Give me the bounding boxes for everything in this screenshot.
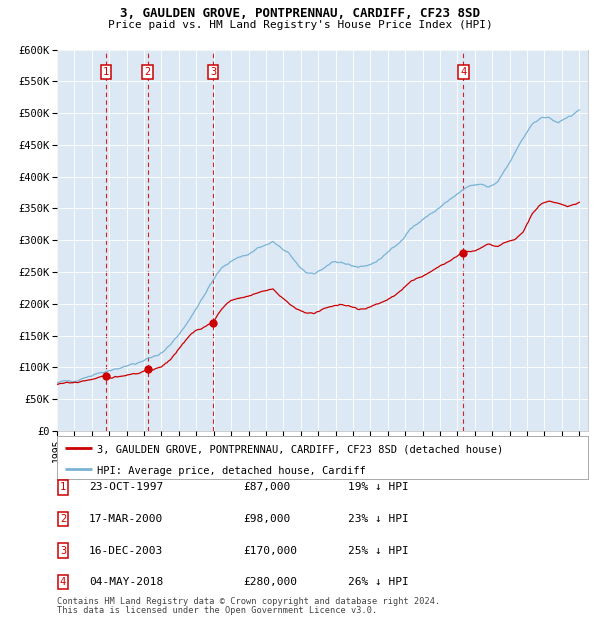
Text: HPI: Average price, detached house, Cardiff: HPI: Average price, detached house, Card… xyxy=(97,466,365,476)
Text: 4: 4 xyxy=(60,577,66,587)
Text: 3, GAULDEN GROVE, PONTPRENNAU, CARDIFF, CF23 8SD: 3, GAULDEN GROVE, PONTPRENNAU, CARDIFF, … xyxy=(120,7,480,20)
Text: This data is licensed under the Open Government Licence v3.0.: This data is licensed under the Open Gov… xyxy=(57,606,377,615)
Text: 2: 2 xyxy=(60,514,66,524)
Text: £170,000: £170,000 xyxy=(243,546,297,556)
Text: £87,000: £87,000 xyxy=(243,482,290,492)
Text: 3: 3 xyxy=(60,546,66,556)
Text: 16-DEC-2003: 16-DEC-2003 xyxy=(89,546,163,556)
Text: Price paid vs. HM Land Registry's House Price Index (HPI): Price paid vs. HM Land Registry's House … xyxy=(107,20,493,30)
Text: 3, GAULDEN GROVE, PONTPRENNAU, CARDIFF, CF23 8SD (detached house): 3, GAULDEN GROVE, PONTPRENNAU, CARDIFF, … xyxy=(97,444,503,454)
Text: 17-MAR-2000: 17-MAR-2000 xyxy=(89,514,163,524)
Text: £280,000: £280,000 xyxy=(243,577,297,587)
Text: 26% ↓ HPI: 26% ↓ HPI xyxy=(348,577,409,587)
Text: 04-MAY-2018: 04-MAY-2018 xyxy=(89,577,163,587)
Text: 19% ↓ HPI: 19% ↓ HPI xyxy=(348,482,409,492)
Text: 1: 1 xyxy=(103,67,109,77)
Text: 23-OCT-1997: 23-OCT-1997 xyxy=(89,482,163,492)
Text: 1: 1 xyxy=(60,482,66,492)
Text: 23% ↓ HPI: 23% ↓ HPI xyxy=(348,514,409,524)
Text: Contains HM Land Registry data © Crown copyright and database right 2024.: Contains HM Land Registry data © Crown c… xyxy=(57,597,440,606)
Text: £98,000: £98,000 xyxy=(243,514,290,524)
Text: 4: 4 xyxy=(460,67,466,77)
Text: 3: 3 xyxy=(210,67,216,77)
Text: 2: 2 xyxy=(145,67,151,77)
Text: 25% ↓ HPI: 25% ↓ HPI xyxy=(348,546,409,556)
